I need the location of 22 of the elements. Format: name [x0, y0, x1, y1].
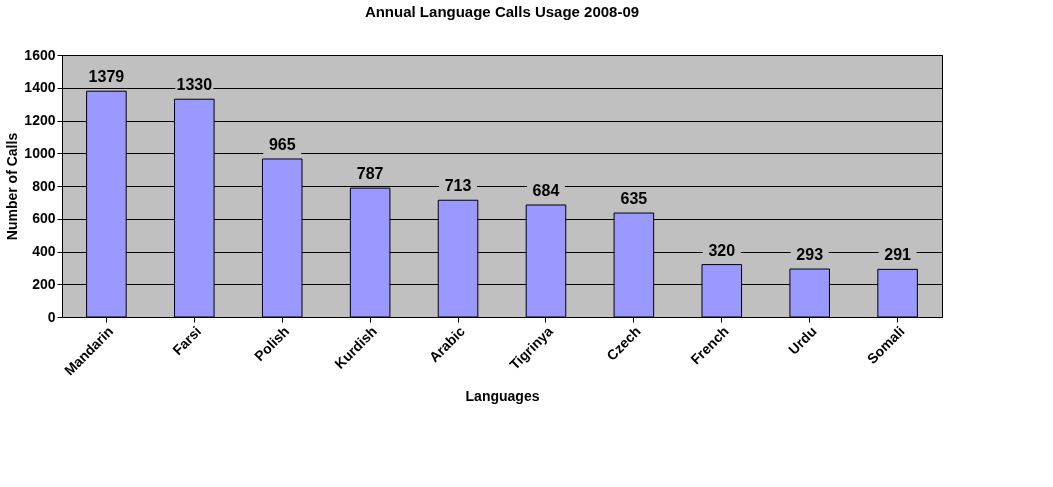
y-tick-label: 200 — [32, 275, 56, 292]
data-label: 635 — [620, 190, 648, 208]
data-label: 320 — [708, 241, 736, 259]
data-label: 293 — [796, 246, 824, 264]
y-tick-label: 800 — [32, 177, 56, 194]
x-axis-title: Languages — [465, 388, 540, 405]
y-tick-label: 1000 — [24, 144, 56, 161]
y-tick-label: 1200 — [24, 112, 56, 128]
data-label: 1330 — [176, 76, 213, 94]
y-tick-label: 400 — [32, 243, 56, 259]
y-tick-label: 0 — [47, 308, 56, 325]
data-label: 1379 — [88, 68, 125, 86]
y-tick-label: 1600 — [24, 46, 56, 63]
data-label: 787 — [356, 165, 384, 183]
y-tick-label: 1400 — [24, 79, 56, 96]
data-label: 713 — [444, 177, 472, 195]
data-label: 291 — [884, 246, 912, 264]
data-label: 965 — [268, 135, 296, 153]
y-axis-title: Number of Calls — [4, 132, 21, 241]
data-label: 684 — [532, 181, 560, 199]
chart-title: Annual Language Calls Usage 2008-09 — [364, 3, 640, 20]
y-tick-label: 600 — [32, 210, 56, 227]
